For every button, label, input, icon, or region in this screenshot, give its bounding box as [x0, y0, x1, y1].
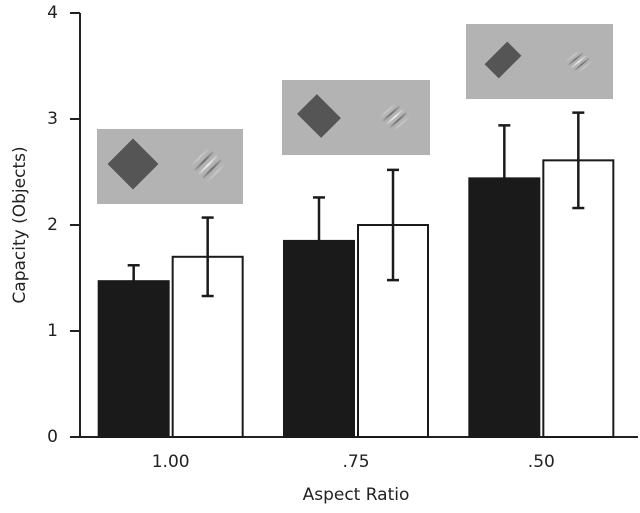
bar	[542, 159, 615, 438]
x-tick-label: .50	[528, 452, 555, 472]
y-axis-label: Capacity (Objects)	[10, 146, 30, 303]
bar	[357, 224, 429, 438]
bar	[97, 280, 170, 438]
error-bar	[201, 216, 214, 298]
stimulus-inset	[282, 80, 430, 155]
error-bar	[387, 168, 399, 282]
error-bar	[313, 196, 325, 286]
y-tick-label: 4	[47, 3, 58, 23]
y-tick-label: 2	[47, 215, 58, 235]
y-tick-label: 3	[47, 109, 58, 129]
error-bar	[498, 124, 511, 233]
x-tick-label: 1.00	[152, 452, 190, 472]
stimulus-inset	[97, 129, 243, 204]
x-axis-label: Aspect Ratio	[303, 485, 410, 505]
x-tick-label: .75	[342, 452, 369, 472]
error-bar	[127, 264, 140, 299]
stimulus-inset	[466, 24, 613, 99]
error-bar	[572, 111, 585, 210]
y-tick-label: 0	[47, 427, 58, 447]
y-tick-label: 1	[47, 321, 58, 341]
